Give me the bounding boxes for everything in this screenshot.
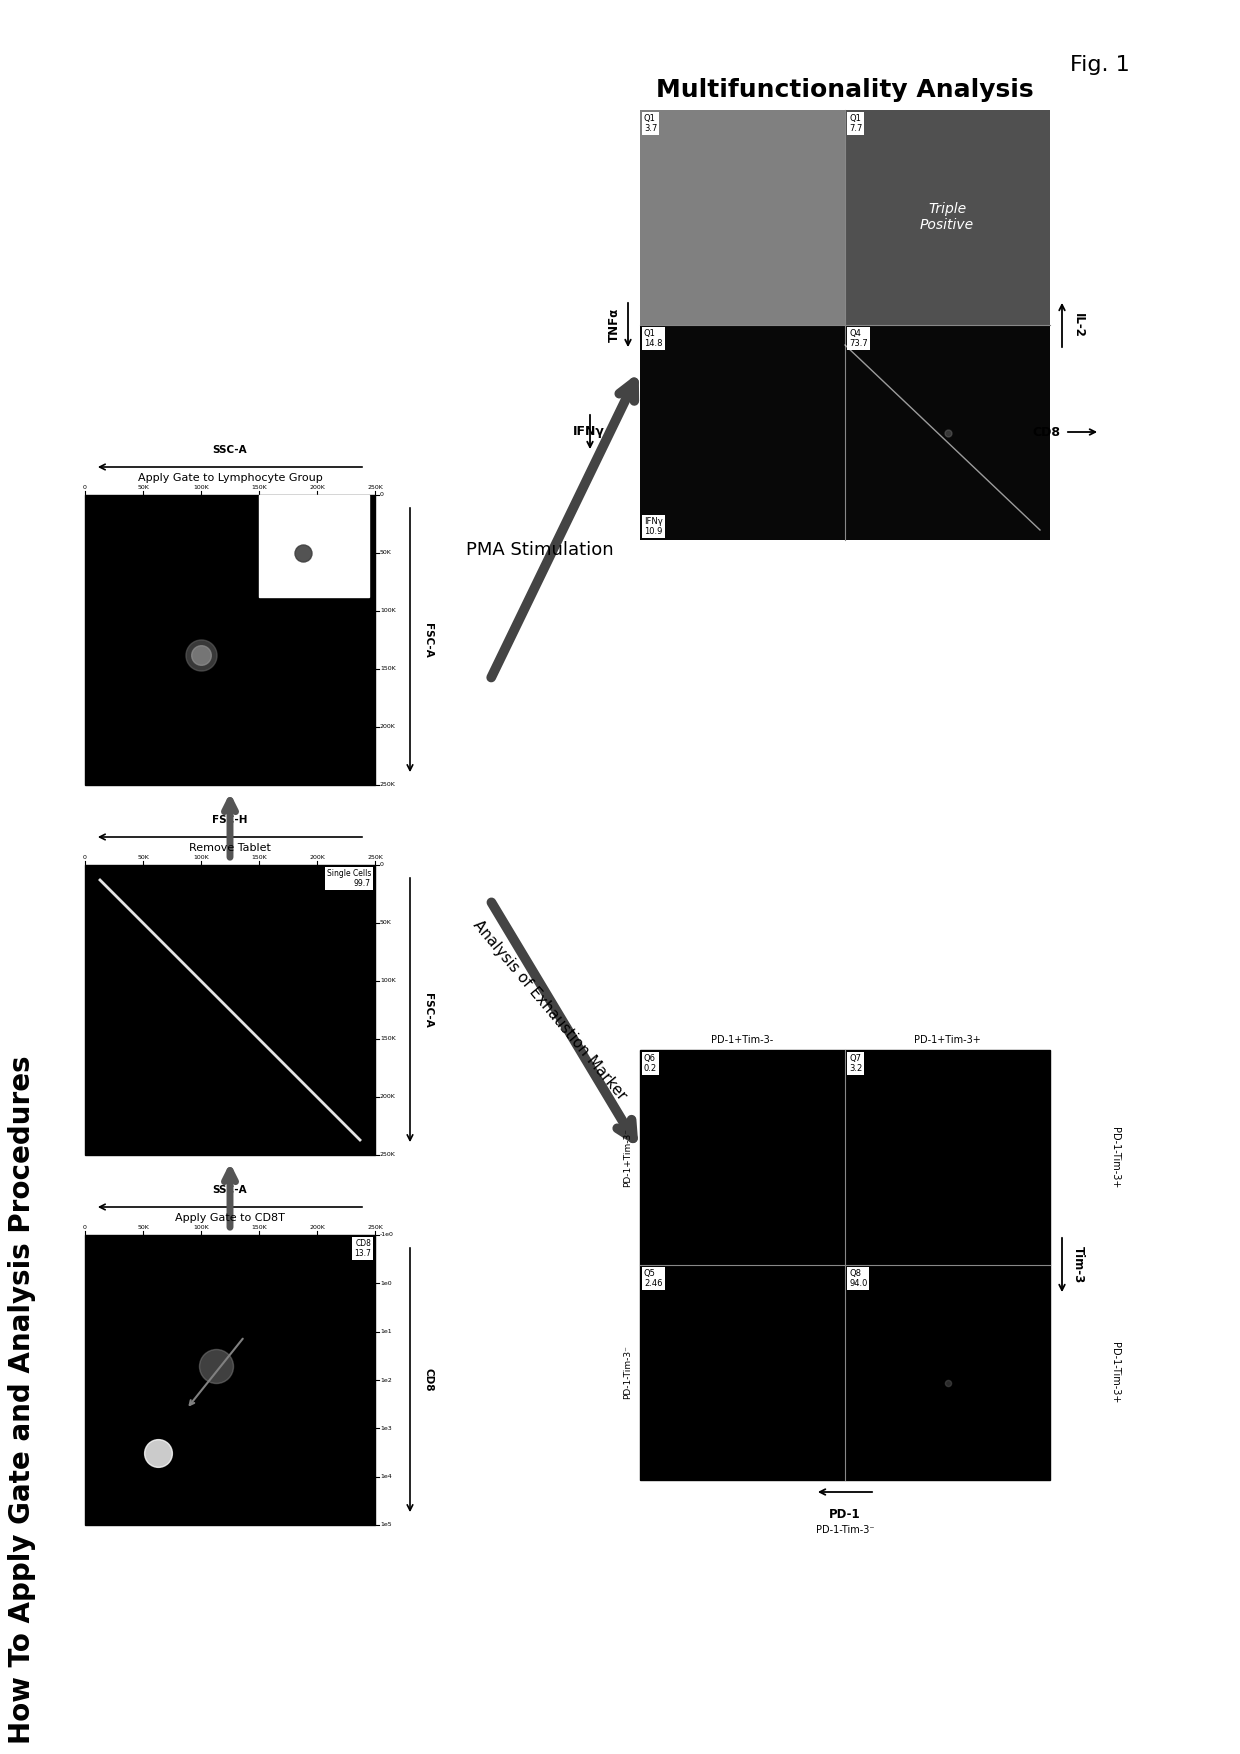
Text: CD8
13.7: CD8 13.7 [355,1238,371,1258]
Text: 1e5: 1e5 [379,1522,392,1528]
Text: 250K: 250K [379,1152,396,1158]
Text: Q6
0.2: Q6 0.2 [644,1054,657,1073]
Text: Multifunctionality Analysis: Multifunctionality Analysis [656,77,1034,102]
Text: Analysis of Exhaustion Marker: Analysis of Exhaustion Marker [470,917,630,1103]
Bar [640,1051,1050,1480]
Bar [640,111,844,324]
Text: Apply Gate to CD8T: Apply Gate to CD8T [175,1214,285,1223]
Bar [86,865,374,1154]
Text: 200K: 200K [379,1094,396,1100]
Text: Q5
2.46: Q5 2.46 [644,1268,662,1289]
Text: IFNγ
10.9: IFNγ 10.9 [644,517,662,537]
Text: 1e4: 1e4 [379,1473,392,1479]
Text: 50K: 50K [138,1224,149,1230]
Text: PMA Stimulation: PMA Stimulation [466,540,614,560]
Point [191,640,211,668]
Text: Q1
3.7: Q1 3.7 [644,114,657,133]
Text: Remove Tablet: Remove Tablet [188,844,270,852]
Text: 150K: 150K [379,667,396,672]
Text: Q7
3.2: Q7 3.2 [849,1054,862,1073]
Text: FSC-A: FSC-A [423,623,433,658]
Text: FSC-H: FSC-H [212,816,248,824]
Text: PD-1+Tim-3+: PD-1+Tim-3+ [914,1035,981,1045]
Text: PD-1-Tim-3⁻: PD-1-Tim-3⁻ [622,1345,632,1400]
Bar [86,495,374,786]
Text: 100K: 100K [193,1224,208,1230]
Point [293,538,312,567]
Text: Apply Gate to Lymphocyte Group: Apply Gate to Lymphocyte Group [138,474,322,482]
Text: Triple
Positive: Triple Positive [920,202,975,232]
Text: 1e0: 1e0 [379,1280,392,1286]
Text: 0: 0 [379,493,384,498]
Text: PD-1-Tim-3+: PD-1-Tim-3+ [1110,1342,1120,1403]
Text: Single Cells
99.7: Single Cells 99.7 [326,868,371,888]
Text: How To Apply Gate and Analysis Procedures: How To Apply Gate and Analysis Procedure… [7,1056,36,1743]
Text: 100K: 100K [193,854,208,859]
Text: 150K: 150K [252,486,267,489]
Text: 50K: 50K [379,551,392,556]
Text: 250K: 250K [367,1224,383,1230]
Text: 250K: 250K [367,854,383,859]
Text: 200K: 200K [309,854,325,859]
Text: 50K: 50K [138,486,149,489]
Bar [844,324,1050,540]
Text: 150K: 150K [379,1037,396,1042]
Text: Fig. 1: Fig. 1 [1070,54,1130,75]
Bar [86,1235,374,1524]
Text: 150K: 150K [252,1224,267,1230]
Text: Tim-3: Tim-3 [1071,1247,1085,1284]
Text: PD-1+Tim-3⁻: PD-1+Tim-3⁻ [622,1128,632,1187]
Text: Q8
94.0: Q8 94.0 [849,1268,867,1289]
Text: CD8: CD8 [1032,426,1060,438]
Text: FSC-A: FSC-A [423,993,433,1028]
Text: 0: 0 [83,854,87,859]
Text: CD8: CD8 [423,1368,433,1391]
Text: TNFα: TNFα [608,309,620,342]
Text: Q4
73.7: Q4 73.7 [849,330,868,349]
Text: 100K: 100K [379,609,396,614]
Text: 1e2: 1e2 [379,1377,392,1382]
Bar [259,495,370,596]
Text: PD-1: PD-1 [830,1508,861,1521]
Text: 50K: 50K [379,921,392,926]
Text: Q1
7.7: Q1 7.7 [849,114,862,133]
Text: 100K: 100K [379,979,396,984]
Text: PD-1-Tim-3⁻: PD-1-Tim-3⁻ [816,1524,874,1535]
Text: IL-2: IL-2 [1071,312,1085,337]
Text: 250K: 250K [367,486,383,489]
Point [937,419,957,447]
Text: 100K: 100K [193,486,208,489]
Text: 250K: 250K [379,782,396,788]
Text: PD-1-Tim-3+: PD-1-Tim-3+ [1110,1126,1120,1187]
Point [206,1352,226,1380]
Text: 150K: 150K [252,854,267,859]
Point [937,1370,957,1398]
Text: -1e0: -1e0 [379,1233,394,1238]
Text: 200K: 200K [379,724,396,730]
Text: 0: 0 [379,863,384,868]
Text: PD-1+Tim-3-: PD-1+Tim-3- [712,1035,774,1045]
Bar [844,111,1050,324]
Text: 200K: 200K [309,1224,325,1230]
Text: 1e3: 1e3 [379,1426,392,1431]
Text: 0: 0 [83,1224,87,1230]
Text: SSC-A: SSC-A [213,1186,247,1194]
Bar [640,324,844,540]
Text: SSC-A: SSC-A [213,446,247,454]
Text: Q1
14.8: Q1 14.8 [644,330,662,349]
Text: IFNγ: IFNγ [573,426,605,438]
Text: 50K: 50K [138,854,149,859]
Text: 200K: 200K [309,486,325,489]
Text: 0: 0 [83,486,87,489]
Point [148,1438,167,1466]
Text: 1e1: 1e1 [379,1330,392,1335]
Point [191,640,211,668]
